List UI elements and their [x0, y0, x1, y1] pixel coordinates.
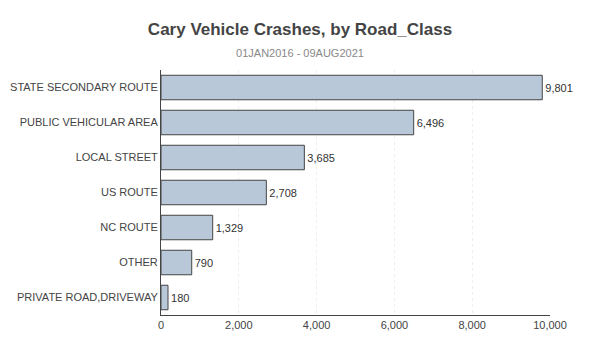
svg-text:9,801: 9,801 — [545, 82, 573, 94]
svg-text:Cary Vehicle Crashes, by Road_: Cary Vehicle Crashes, by Road_Class — [148, 20, 452, 39]
svg-text:PUBLIC VEHICULAR AREA: PUBLIC VEHICULAR AREA — [20, 116, 159, 128]
svg-text:8,000: 8,000 — [458, 319, 486, 331]
svg-text:180: 180 — [171, 292, 189, 304]
svg-text:10,000: 10,000 — [533, 319, 567, 331]
svg-text:01JAN2016 - 09AUG2021: 01JAN2016 - 09AUG2021 — [236, 47, 364, 59]
svg-text:NC ROUTE: NC ROUTE — [100, 221, 157, 233]
svg-text:1,329: 1,329 — [216, 222, 244, 234]
svg-text:2,708: 2,708 — [269, 187, 297, 199]
svg-text:0: 0 — [158, 319, 164, 331]
svg-text:3,685: 3,685 — [307, 152, 335, 164]
svg-text:790: 790 — [195, 257, 213, 269]
svg-text:PRIVATE ROAD,DRIVEWAY: PRIVATE ROAD,DRIVEWAY — [17, 291, 158, 303]
svg-text:OTHER: OTHER — [119, 256, 158, 268]
svg-text:2,000: 2,000 — [225, 319, 253, 331]
svg-text:4,000: 4,000 — [303, 319, 331, 331]
svg-text:6,496: 6,496 — [417, 117, 445, 129]
svg-text:US ROUTE: US ROUTE — [101, 186, 158, 198]
svg-text:LOCAL STREET: LOCAL STREET — [76, 151, 158, 163]
svg-text:STATE SECONDARY ROUTE: STATE SECONDARY ROUTE — [10, 81, 158, 93]
svg-text:6,000: 6,000 — [381, 319, 409, 331]
